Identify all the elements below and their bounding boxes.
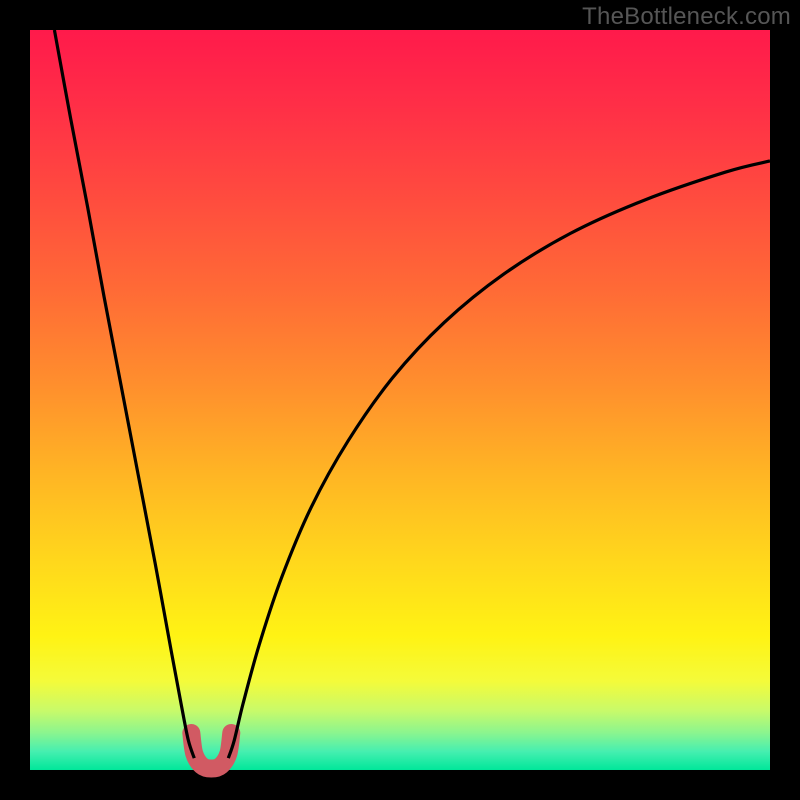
chart-frame: TheBottleneck.com [0,0,800,800]
curve-right-branch [228,161,770,758]
watermark-text: TheBottleneck.com [582,3,791,31]
plot-area [30,30,770,770]
curve-layer [30,30,770,770]
curve-left-branch [54,30,194,758]
optimum-u-marker [191,733,231,769]
